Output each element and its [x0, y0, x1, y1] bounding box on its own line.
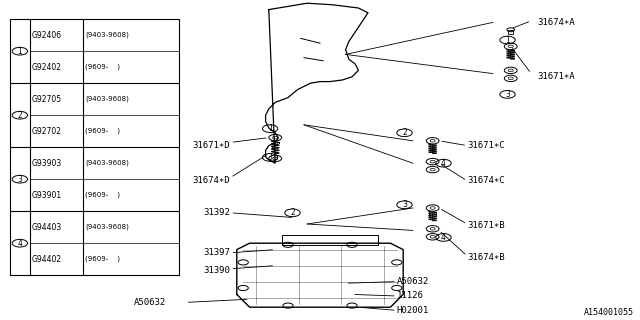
Text: G92705: G92705: [32, 95, 62, 104]
Text: 31671∗A: 31671∗A: [538, 72, 575, 81]
Text: 1: 1: [17, 47, 22, 56]
Text: (9403-9608): (9403-9608): [85, 32, 129, 38]
Text: 31674∗D: 31674∗D: [193, 176, 230, 185]
Text: 31671∗C: 31671∗C: [467, 141, 505, 150]
Text: H02001: H02001: [397, 306, 429, 315]
Text: 3: 3: [402, 200, 407, 209]
Text: 3: 3: [505, 90, 510, 99]
Text: 31397: 31397: [204, 248, 230, 257]
Text: 31392: 31392: [204, 208, 230, 217]
Text: G92702: G92702: [32, 127, 62, 136]
Text: 2: 2: [17, 111, 22, 120]
Text: 31674∗A: 31674∗A: [538, 18, 575, 27]
Text: G94403: G94403: [32, 223, 62, 232]
Text: (9609-    ): (9609- ): [85, 192, 120, 198]
Bar: [282, 235, 378, 245]
Text: 11126: 11126: [397, 292, 424, 300]
Text: G92406: G92406: [32, 31, 62, 40]
Text: A50632: A50632: [134, 298, 166, 307]
Text: (9609-    ): (9609- ): [85, 128, 120, 134]
Text: 31671∗B: 31671∗B: [467, 221, 505, 230]
Text: G93903: G93903: [32, 159, 62, 168]
Text: G94402: G94402: [32, 255, 62, 264]
Text: 2: 2: [290, 208, 295, 217]
Text: 31674∗B: 31674∗B: [467, 253, 505, 262]
Text: 3: 3: [17, 175, 22, 184]
Text: 2: 2: [402, 128, 407, 137]
Text: 4: 4: [441, 159, 446, 168]
Text: 4: 4: [441, 233, 446, 242]
Text: G93901: G93901: [32, 191, 62, 200]
Text: (9403-9608): (9403-9608): [85, 96, 129, 102]
Text: (9609-    ): (9609- ): [85, 256, 120, 262]
Text: (9403-9608): (9403-9608): [85, 160, 129, 166]
Text: 3: 3: [268, 153, 273, 162]
Text: 4: 4: [17, 239, 22, 248]
Text: 31671∗D: 31671∗D: [193, 141, 230, 150]
Text: (9403-9608): (9403-9608): [85, 224, 129, 230]
Text: 1: 1: [268, 124, 273, 133]
Bar: [10, 19, 179, 275]
Text: G92402: G92402: [32, 63, 62, 72]
Text: 31674∗C: 31674∗C: [467, 176, 505, 185]
Text: 1: 1: [505, 36, 510, 44]
Text: A154001055: A154001055: [584, 308, 634, 317]
Text: 31390: 31390: [204, 266, 230, 275]
Text: (9609-    ): (9609- ): [85, 64, 120, 70]
Bar: [508, 30, 513, 34]
Text: A50632: A50632: [397, 277, 429, 286]
